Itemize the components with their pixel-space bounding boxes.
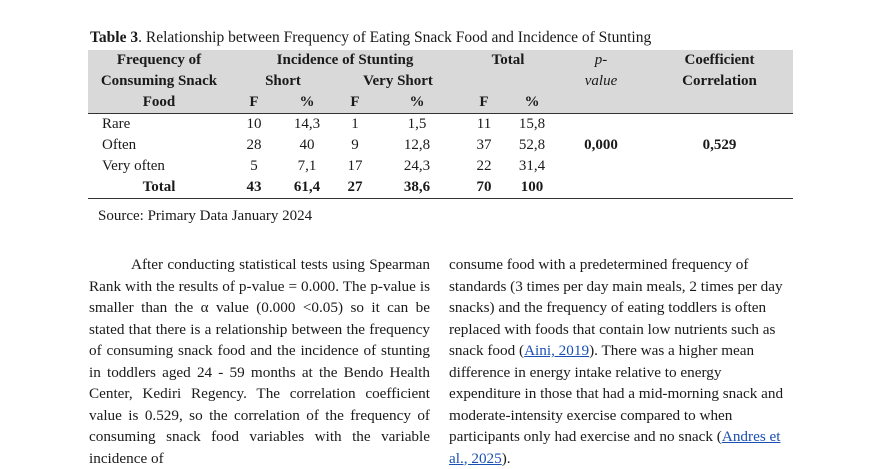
row-label: Rare	[102, 116, 131, 132]
table-row-often: Often 28 40 9 12,8 37 52,8 0,000 0,529	[88, 135, 793, 156]
cell-total-pct: 100	[508, 177, 556, 199]
header-incidence: Incidence of Stunting	[230, 50, 460, 71]
cell-short-pct: 14,3	[293, 116, 321, 132]
cell-very-short-pct: 38,6	[374, 177, 460, 199]
header-short: Short	[230, 71, 336, 92]
cell-very-short-f: 9	[351, 137, 359, 153]
paragraph: consume food with a predetermined freque…	[449, 254, 789, 469]
cell-total-f: 22	[476, 158, 492, 174]
header-total: Total	[460, 50, 556, 71]
row-label: Very often	[102, 158, 165, 174]
cell-short-f: 10	[246, 116, 262, 132]
cell-short-f: 5	[250, 158, 258, 174]
row-label: Total	[88, 177, 230, 199]
table-label: Table 3	[90, 29, 139, 46]
header-frequency-line1: Frequency of	[88, 50, 230, 71]
cell-coefficient: 0,529	[702, 137, 737, 153]
cell-very-short-pct: 1,5	[407, 116, 427, 132]
body-column-right: consume food with a predetermined freque…	[449, 254, 789, 469]
cell-very-short-pct: 24,3	[403, 158, 431, 174]
header-row-1: Frequency of Incidence of Stunting Total…	[88, 50, 793, 71]
stunting-table: Frequency of Incidence of Stunting Total…	[88, 50, 793, 199]
header-frequency-line2: Consuming Snack	[88, 71, 230, 92]
text-segment: ).	[501, 449, 511, 467]
cell-very-short-f: 27	[336, 177, 374, 199]
table-row-total: Total 43 61,4 27 38,6 70 100	[88, 177, 793, 199]
header-short-pct: %	[278, 92, 336, 114]
citation-link-andres[interactable]: Andres et al., 2025	[449, 428, 781, 467]
header-very-short-f: F	[336, 92, 374, 114]
header-coefficient-line1: Coefficient	[646, 50, 793, 71]
cell-very-short-f: 1	[351, 116, 359, 132]
header-total-pct: %	[508, 92, 556, 114]
cell-p-value: 0,000	[584, 137, 618, 153]
cell-short-pct: 7,1	[297, 158, 317, 174]
cell-total-pct: 52,8	[518, 137, 546, 153]
cell-short-pct: 40	[299, 137, 315, 153]
cell-total-f: 37	[476, 137, 492, 153]
table-caption: Table 3. Relationship between Frequency …	[90, 29, 651, 47]
cell-short-pct: 61,4	[278, 177, 336, 199]
cell-total-f: 11	[476, 116, 492, 132]
table-caption-text: . Relationship between Frequency of Eati…	[138, 29, 652, 46]
header-short-f: F	[230, 92, 278, 114]
cell-total-f: 70	[460, 177, 508, 199]
header-pvalue-line1: p-	[556, 50, 646, 71]
cell-short-f: 28	[246, 137, 262, 153]
body-column-left: After conducting statistical tests using…	[89, 254, 430, 469]
table-row-rare: Rare 10 14,3 1 1,5 11 15,8	[88, 114, 793, 136]
table-source: Source: Primary Data January 2024	[98, 208, 313, 224]
cell-short-f: 43	[230, 177, 278, 199]
paragraph: After conducting statistical tests using…	[89, 256, 430, 467]
header-frequency-line3: Food	[88, 92, 230, 114]
citation-link-aini[interactable]: Aini, 2019	[524, 342, 590, 359]
table-row-very-often: Very often 5 7,1 17 24,3 22 31,4	[88, 156, 793, 177]
header-very-short: Very Short	[336, 71, 460, 92]
cell-total-pct: 31,4	[518, 158, 546, 174]
header-row-2: Consuming Snack Short Very Short value C…	[88, 71, 793, 92]
row-label: Often	[102, 137, 137, 153]
text-segment: ). There was a higher mean difference in…	[449, 342, 784, 445]
header-coefficient-line2: Correlation	[646, 71, 793, 92]
cell-total-pct: 15,8	[518, 116, 546, 132]
text-segment: consume food with a predetermined freque…	[449, 256, 783, 359]
header-row-3: Food F % F % F %	[88, 92, 793, 114]
header-total-f: F	[460, 92, 508, 114]
header-pvalue-line2: value	[556, 71, 646, 92]
cell-very-short-pct: 12,8	[403, 137, 431, 153]
cell-very-short-f: 17	[347, 158, 363, 174]
header-very-short-pct: %	[374, 92, 460, 114]
